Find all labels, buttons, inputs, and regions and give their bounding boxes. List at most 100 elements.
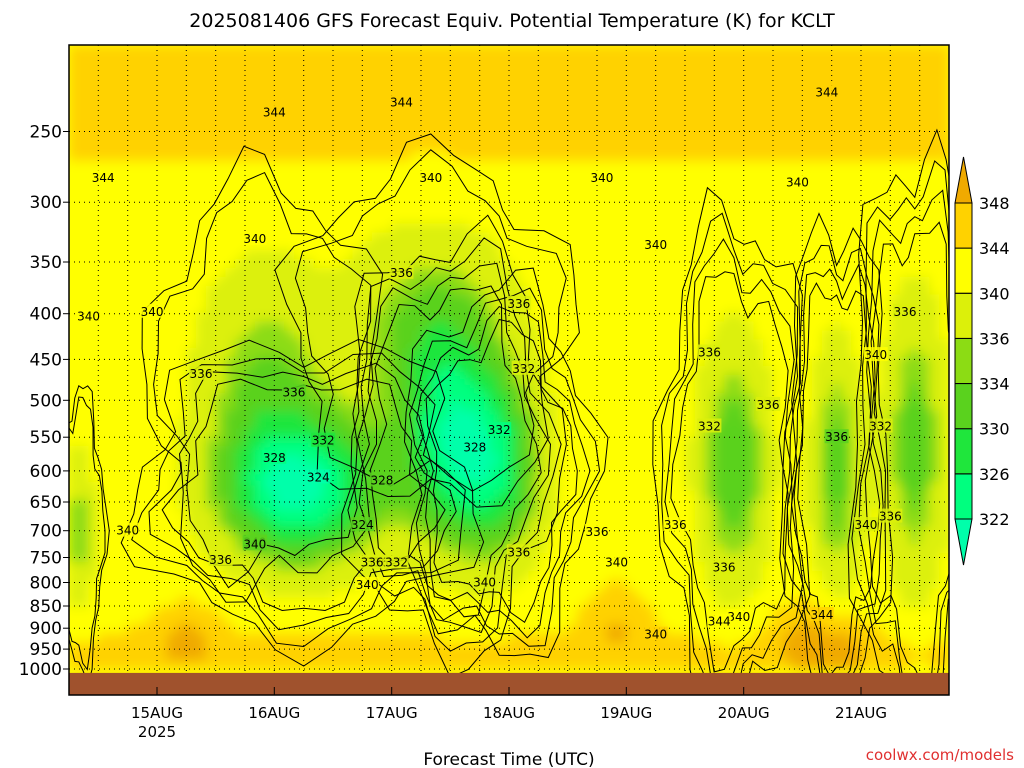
contour-label: 332 — [697, 418, 722, 434]
x-tick-label: 18AUG — [483, 704, 535, 722]
terrain-fill — [69, 672, 949, 695]
contour-label: 340 — [589, 170, 614, 185]
colorbar-segment — [954, 337, 973, 384]
contour-label: 340 — [472, 574, 497, 590]
contour-line — [670, 271, 789, 673]
contour-label: 336 — [824, 429, 849, 444]
x-tick-label: 20AUG — [718, 704, 770, 722]
contour-label: 340 — [355, 576, 380, 592]
contour-label: 324 — [350, 517, 375, 532]
colorbar-segment — [954, 383, 973, 430]
contour-label: 340 — [418, 170, 443, 185]
contour-line — [120, 338, 485, 667]
contour-label: 332 — [487, 422, 512, 437]
colorbar-label: 326 — [979, 465, 1010, 484]
contour-label: 336 — [893, 303, 917, 319]
colorbar-extend-low — [954, 518, 973, 566]
x-tick-label: 16AUG — [248, 704, 300, 722]
y-tick-label: 350 — [30, 253, 62, 273]
contour-label: 340 — [76, 308, 101, 324]
colorbar-label: 344 — [979, 239, 1010, 258]
y-tick-label: 300 — [30, 193, 62, 213]
contour-line — [664, 238, 795, 695]
contour-line — [141, 145, 384, 603]
contour-line — [161, 378, 446, 612]
contour-label: 336 — [189, 365, 213, 381]
contour-label: 328 — [262, 449, 287, 465]
contour-label: 344 — [809, 607, 834, 622]
contour-line — [131, 352, 466, 648]
contour-line — [425, 318, 578, 624]
contour-label: 340 — [643, 626, 668, 642]
contour-line — [341, 214, 567, 679]
y-axis-ticks: 2503003504004505005506006507007508008509… — [19, 123, 69, 680]
contour-line — [791, 282, 881, 677]
x-axis-ticks: 15AUG 16AUG 17AUG 18AUG 19AUG 20AUG 21AUG — [131, 687, 887, 722]
contour-label: 340 — [726, 609, 751, 624]
contour-label: 336 — [878, 508, 903, 524]
colorbar-extend-high — [954, 156, 973, 204]
colorbar-label: 322 — [979, 510, 1010, 529]
contour-label: 336 — [663, 517, 688, 532]
contour-label: 340 — [643, 237, 668, 252]
y-tick-label: 250 — [30, 123, 62, 143]
colorbar-segment — [954, 292, 973, 339]
contour-label: 340 — [785, 174, 810, 189]
theta-e-contours — [69, 128, 949, 695]
contour-line — [69, 396, 106, 671]
y-tick-label: 450 — [30, 350, 62, 370]
x-tick-label: 15AUG — [131, 704, 183, 722]
contour-label: 328 — [462, 439, 487, 455]
contour-label: 336 — [389, 264, 414, 280]
chart-title: 2025081406 GFS Forecast Equiv. Potential… — [189, 10, 835, 32]
contour-label: 332 — [384, 554, 409, 570]
contour-label: 340 — [863, 347, 888, 362]
y-tick-label: 900 — [30, 619, 62, 639]
contour-line — [358, 262, 552, 634]
contour-label: 336 — [506, 544, 531, 559]
contour-label: 340 — [242, 536, 267, 551]
contour-label: 336 — [208, 552, 233, 567]
contour-label: 344 — [389, 94, 414, 110]
contour-label: 344 — [262, 104, 287, 119]
contour-line — [416, 305, 591, 639]
contour-line — [153, 171, 372, 589]
colorbar-label: 334 — [979, 375, 1010, 394]
colorbar: 322 326 330 334 336 340 344 348 — [954, 156, 1010, 566]
contour-label: 340 — [115, 522, 140, 538]
x-tick-label: 19AUG — [600, 704, 652, 722]
contour-label: 344 — [91, 170, 116, 185]
contour-label: 332 — [868, 418, 893, 434]
x-tick-label: 21AUG — [835, 704, 887, 722]
contour-label: 336 — [697, 344, 722, 360]
contour-label: 336 — [281, 384, 306, 399]
contour-label: 344 — [814, 84, 839, 99]
y-tick-label: 800 — [30, 574, 62, 594]
contour-line — [661, 212, 804, 695]
vertical-grid — [97, 45, 921, 695]
x-tick-label: 17AUG — [366, 704, 418, 722]
contour-label: 336 — [506, 295, 531, 311]
y-tick-label: 700 — [30, 522, 62, 542]
y-tick-label: 750 — [30, 549, 62, 569]
colorbar-label: 348 — [979, 194, 1010, 213]
contour-line — [652, 186, 811, 695]
contour-label: 328 — [369, 472, 394, 488]
contour-label: 336 — [585, 523, 609, 539]
x-year-label: 2025 — [138, 723, 176, 741]
contour-line — [347, 237, 562, 652]
colorbar-segment — [954, 473, 973, 520]
contour-line — [786, 263, 884, 695]
contour-label: 340 — [242, 231, 267, 246]
contour-label: 332 — [311, 432, 336, 448]
contour-line — [69, 385, 110, 686]
colorbar-segment — [954, 247, 973, 294]
watermark: coolwx.com/models — [866, 746, 1014, 764]
contour-line — [274, 133, 580, 508]
contour-label: 336 — [712, 559, 737, 575]
colorbar-label: 336 — [979, 329, 1010, 348]
colorbar-segment — [954, 428, 973, 475]
